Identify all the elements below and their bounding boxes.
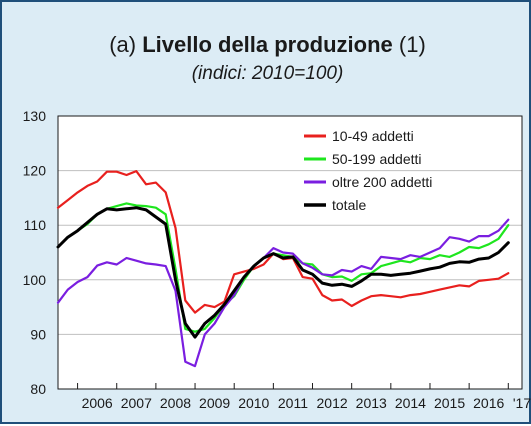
x-tick-label: 2014 [395,395,426,411]
legend-label: oltre 200 addetti [332,174,432,190]
x-tick-label: 2011 [278,395,308,411]
x-tick-label: '17 [513,395,531,411]
x-tick-label: 2009 [199,395,230,411]
x-tick-label: 2013 [356,395,387,411]
y-tick-label: 100 [23,272,47,288]
x-tick-label: 2010 [238,395,269,411]
legend-label: 10-49 addetti [332,128,414,144]
title-suffix: (1) [398,32,426,57]
y-tick-label: 110 [24,217,47,233]
x-tick-label: 2008 [160,395,191,411]
chart-title: (a) Livello della produzione (1) [2,32,531,58]
y-tick-label: 90 [30,326,46,342]
title-main: Livello della produzione [142,32,393,57]
series-line-1 [56,202,510,333]
x-tick-label: 2015 [434,395,465,411]
x-tick-label: 2012 [317,395,348,411]
x-tick-label: 2006 [82,395,113,411]
title-prefix: (a) [109,32,137,57]
y-tick-label: 120 [23,163,47,179]
y-tick-label: 80 [30,381,46,397]
series-line-2 [56,218,510,368]
y-tick-label: 130 [23,108,47,124]
title-block: (a) Livello della produzione (1) (indici… [2,32,531,86]
chart-subtitle: (indici: 2010=100) [191,63,344,84]
x-tick-label: 2016 [473,395,504,411]
legend-label: totale [332,197,366,213]
series-line-3 [56,206,510,339]
legend-label: 50-199 addetti [332,151,422,167]
plot-frame [57,115,523,390]
x-tick-label: 2007 [121,395,152,411]
